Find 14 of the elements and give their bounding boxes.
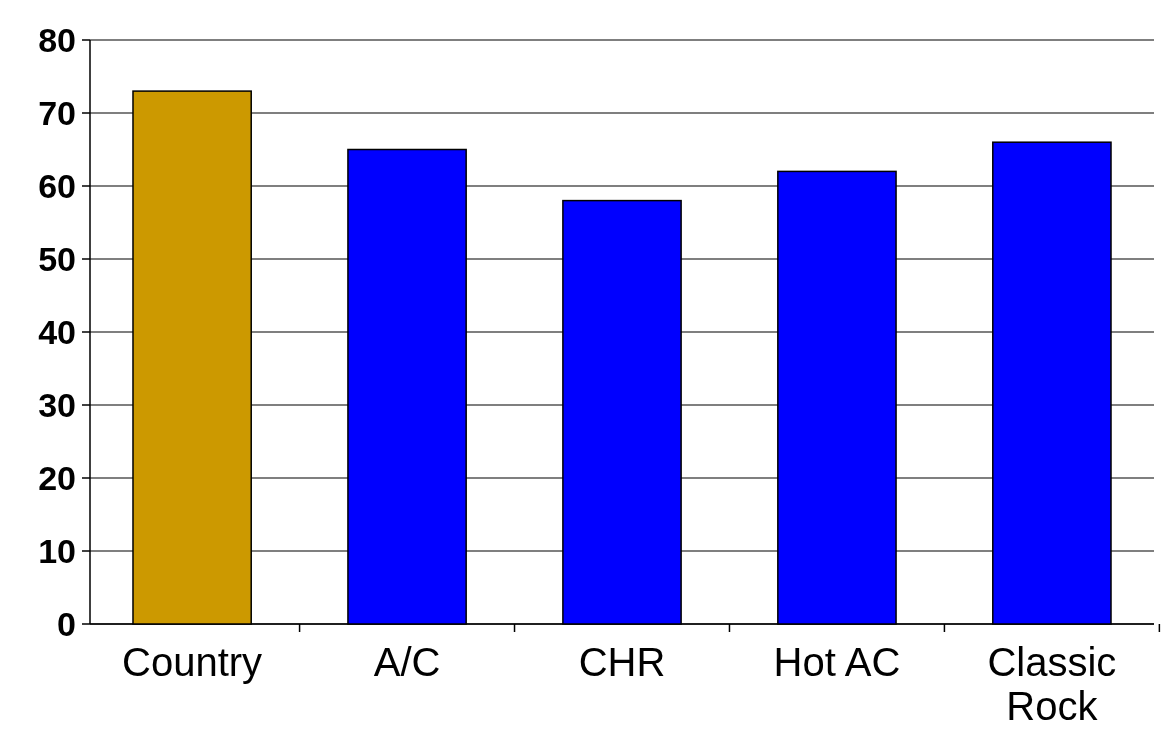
y-tick-label: 30 xyxy=(38,385,76,424)
x-tick-label: Hot AC xyxy=(773,640,901,684)
x-tick-label: A/C xyxy=(373,640,441,684)
y-tick-label: 0 xyxy=(57,604,76,643)
x-tick-label: CHR xyxy=(578,640,666,684)
y-tick-label: 40 xyxy=(38,312,76,351)
y-tick-label: 80 xyxy=(38,20,76,59)
y-tick-label: 50 xyxy=(38,239,76,278)
x-tick-label: Classic Rock xyxy=(987,640,1117,728)
y-tick-label: 60 xyxy=(38,166,76,205)
y-tick-label: 10 xyxy=(38,531,76,570)
x-tick-label: Country xyxy=(122,640,263,684)
y-tick-label: 70 xyxy=(38,93,76,132)
y-tick-label: 20 xyxy=(38,458,76,497)
